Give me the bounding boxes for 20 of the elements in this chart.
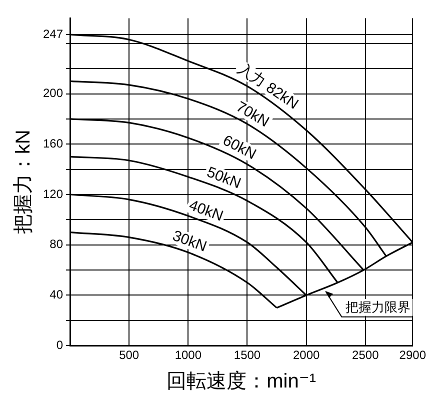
y-tick-label: 0	[56, 338, 64, 352]
y-tick-label: 120	[42, 186, 64, 201]
y-tick-label: 80	[50, 237, 64, 252]
text: 30kN	[170, 227, 209, 256]
x-tick-label: 1000	[174, 348, 202, 362]
text: 40kN	[186, 196, 226, 225]
y-tick-label: 200	[42, 86, 64, 100]
x-tick-label: 1500	[234, 348, 261, 362]
x-tick-label: 2500	[352, 348, 380, 362]
text: 60kN	[220, 132, 259, 164]
y-tick-label: 40	[50, 288, 64, 302]
annotation: 把握力限界	[346, 299, 411, 314]
x-tick-label: 2900	[399, 348, 426, 362]
x-tick-label: 2000	[292, 348, 320, 362]
x-tick-label: 500	[119, 348, 140, 362]
y-axis-title: 把握力：kN	[12, 130, 35, 234]
text: 50kN	[204, 164, 244, 192]
y-tick-label: 247	[42, 26, 64, 41]
y-tick-label: 160	[42, 136, 64, 150]
x-axis-title: 回転速度：min⁻¹	[166, 370, 316, 393]
